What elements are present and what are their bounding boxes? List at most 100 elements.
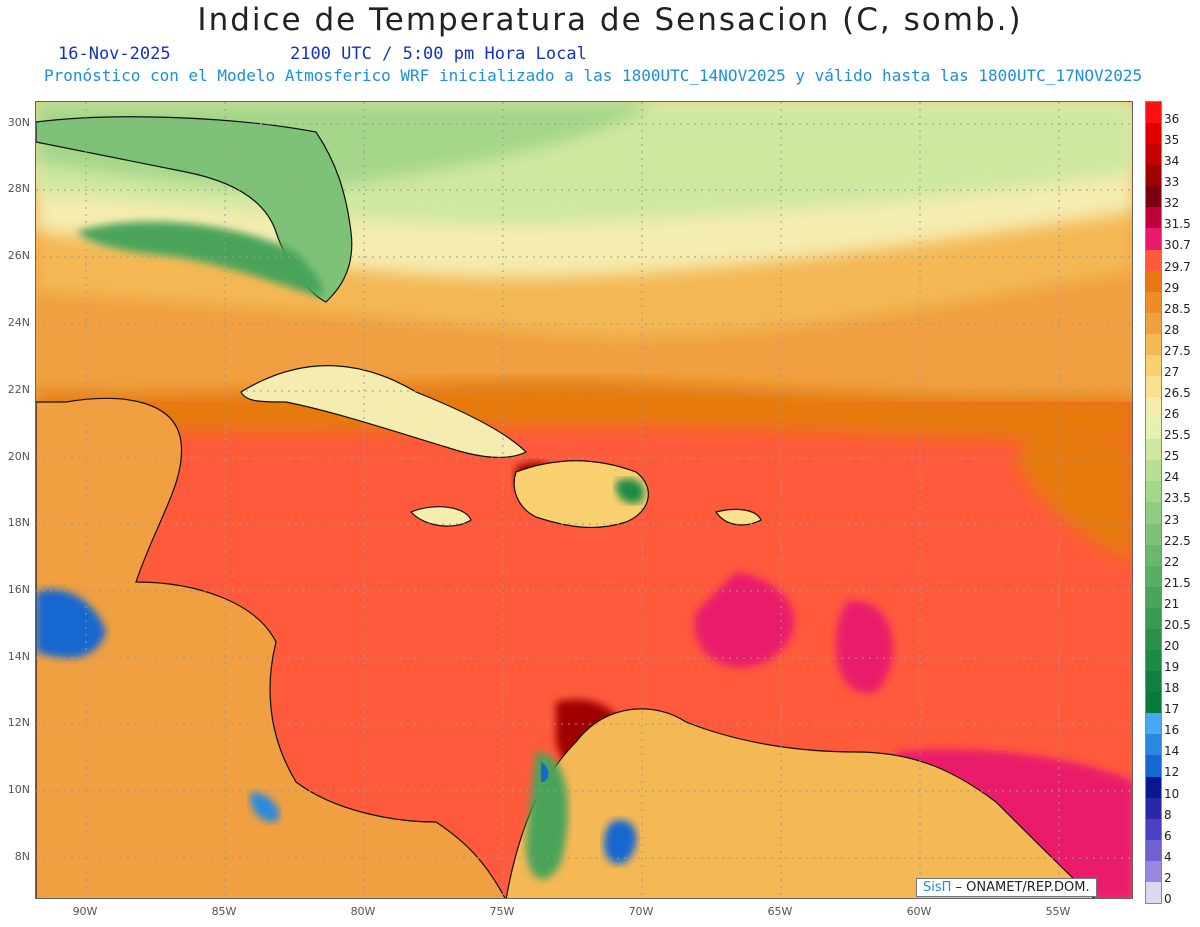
colorbar-label: 8: [1164, 807, 1172, 822]
lat-label: 8N: [14, 850, 30, 863]
colorbar-label: 21.5: [1164, 575, 1191, 590]
colorbar-swatch: [1146, 418, 1161, 440]
colorbar-label: 18: [1164, 681, 1180, 696]
lat-label: 10N: [7, 783, 30, 796]
colorbar-swatch: [1146, 376, 1161, 398]
colorbar-label: 34: [1164, 154, 1180, 169]
colombia-andes-green: [526, 752, 568, 880]
colorbar-swatch: [1146, 839, 1161, 861]
land-jamaica: [409, 506, 472, 527]
zone-east-orange: [1016, 402, 1132, 562]
land-south-america: [505, 708, 1095, 898]
colorbar-label: 23: [1164, 512, 1180, 527]
lat-label: 22N: [7, 383, 30, 396]
colorbar-swatch: [1146, 312, 1161, 334]
land-cuba: [240, 365, 528, 459]
colorbar-swatch: [1146, 755, 1161, 777]
colorbar-label: 28: [1164, 322, 1180, 337]
colorbar-swatch: [1146, 650, 1161, 672]
forecast-date: 16-Nov-2025: [58, 44, 171, 64]
colorbar-swatch: [1146, 544, 1161, 566]
colorbar-label: 35: [1164, 133, 1180, 148]
lat-label: 18N: [7, 516, 30, 529]
lat-label: 28N: [7, 182, 30, 195]
colorbar-swatch: [1146, 692, 1161, 714]
colorbar-label: 31.5: [1164, 217, 1191, 232]
highland-features: [36, 221, 645, 880]
land-central-america: [36, 397, 506, 898]
lat-label: 12N: [7, 716, 30, 729]
lon-label: 85W: [211, 905, 237, 918]
lat-label: 14N: [7, 650, 30, 663]
colorbar-swatch: [1146, 333, 1161, 355]
lon-label: 75W: [489, 905, 515, 918]
colorbar-label: 32: [1164, 196, 1180, 211]
colorbar-label: 14: [1164, 744, 1180, 759]
colorbar-label: 6: [1164, 828, 1172, 843]
colorbar-swatch: [1146, 207, 1161, 229]
colorbar-swatch: [1146, 144, 1161, 166]
date-line: 16-Nov-2025 2100 UTC / 5:00 pm Hora Loca…: [58, 44, 587, 64]
colorbar-swatch: [1146, 123, 1161, 145]
land-hispaniola: [513, 460, 649, 529]
graticule: [36, 102, 1132, 898]
colorbar-legend: [1145, 101, 1162, 904]
colorbar-label: 33: [1164, 175, 1180, 190]
sierra-nevada-blue: [541, 762, 549, 782]
colorbar-swatch: [1146, 818, 1161, 840]
land-puerto-rico: [715, 508, 762, 526]
colorbar-label: 12: [1164, 765, 1180, 780]
lon-label: 80W: [350, 905, 376, 918]
colorbar-label: 20: [1164, 638, 1180, 653]
colorbar-label: 0: [1164, 891, 1172, 906]
colorbar-swatch: [1146, 776, 1161, 798]
colorbar-swatch: [1146, 102, 1161, 124]
model-info: Pronóstico con el Modelo Atmosferico WRF…: [44, 66, 1143, 85]
colorbar-swatch: [1146, 354, 1161, 377]
colorbar-swatch: [1146, 165, 1161, 187]
colorbar-swatch: [1146, 713, 1161, 735]
florida-interior: [76, 221, 323, 297]
colorbar-label: 4: [1164, 849, 1172, 864]
colorbar-label: 26: [1164, 407, 1180, 422]
lat-label: 16N: [7, 583, 30, 596]
lat-label: 26N: [7, 249, 30, 262]
colorbar-label: 22: [1164, 554, 1180, 569]
colorbar-swatch: [1146, 270, 1161, 292]
colorbar-swatch: [1146, 797, 1161, 819]
colorbar-swatch: [1146, 628, 1161, 651]
colorbar-swatch: [1146, 460, 1161, 482]
colorbar-label: 25.5: [1164, 428, 1191, 443]
colorbar-label: 25: [1164, 449, 1180, 464]
credit-box: SisΠ – ONAMET/REP.DOM.: [916, 878, 1097, 897]
colorbar-label: 29: [1164, 280, 1180, 295]
colorbar-label: 16: [1164, 723, 1180, 738]
colorbar-label: 10: [1164, 786, 1180, 801]
colorbar-swatch: [1146, 734, 1161, 756]
colorbar-swatch: [1146, 291, 1161, 313]
colorbar-label: 28.5: [1164, 301, 1191, 316]
colorbar-swatch: [1146, 523, 1161, 545]
colorbar-swatch: [1146, 228, 1161, 250]
lat-label: 30N: [7, 116, 30, 129]
colorbar-label: 20.5: [1164, 617, 1191, 632]
colorbar-swatch: [1146, 565, 1161, 587]
colorbar-swatch: [1146, 586, 1161, 608]
lon-label: 70W: [628, 905, 654, 918]
colorbar-swatch: [1146, 186, 1161, 208]
lon-label: 65W: [767, 905, 793, 918]
guatemala-highlands: [36, 589, 106, 658]
map-canvas: [36, 102, 1132, 898]
hotspot-east-carib-1: [694, 572, 795, 668]
colorbar-label: 29.7: [1164, 259, 1191, 274]
colorbar-label: 27.5: [1164, 343, 1191, 358]
heat-index-map: [35, 101, 1133, 899]
costa-rica-highlands: [250, 792, 280, 823]
land-masses: [36, 116, 1095, 898]
colorbar-swatch: [1146, 397, 1161, 419]
colorbar-swatch: [1146, 502, 1161, 524]
credit-brand: SisΠ: [923, 880, 952, 895]
lat-label: 24N: [7, 316, 30, 329]
colorbar-label: 22.5: [1164, 533, 1191, 548]
credit-org: – ONAMET/REP.DOM.: [951, 880, 1090, 895]
